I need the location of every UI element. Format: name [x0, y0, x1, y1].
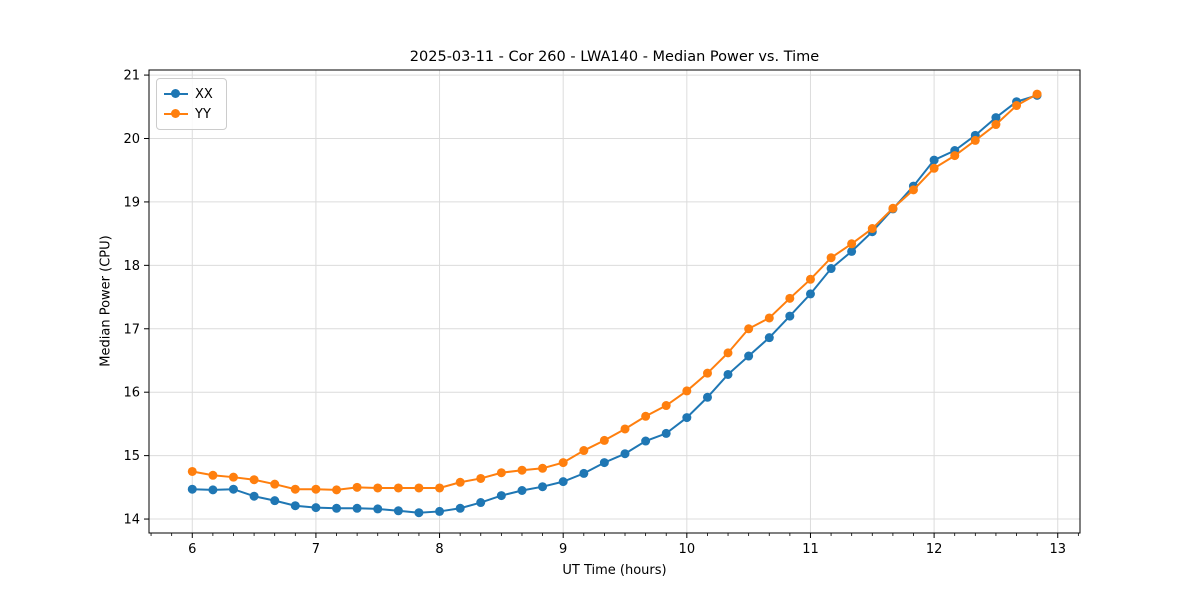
svg-text:15: 15	[123, 449, 140, 464]
x-axis-label: UT Time (hours)	[562, 563, 667, 578]
legend: XX YY	[156, 78, 227, 130]
svg-text:12: 12	[926, 542, 943, 557]
legend-label-yy: YY	[195, 106, 211, 122]
svg-text:13: 13	[1049, 542, 1066, 557]
svg-text:18: 18	[123, 259, 140, 274]
svg-text:6: 6	[188, 542, 196, 557]
legend-item-xx: XX	[164, 84, 218, 104]
y-axis-label: Median Power (CPU)	[98, 235, 114, 367]
svg-text:17: 17	[123, 322, 140, 337]
svg-text:10: 10	[679, 542, 696, 557]
svg-text:8: 8	[435, 542, 443, 557]
line-marker-swatch-yy	[164, 109, 188, 119]
svg-text:21: 21	[123, 69, 140, 84]
chart-title: 2025-03-11 - Cor 260 - LWA140 - Median P…	[409, 49, 820, 65]
legend-item-yy: YY	[164, 104, 218, 124]
svg-text:14: 14	[123, 513, 140, 528]
svg-text:16: 16	[123, 386, 140, 401]
svg-text:11: 11	[802, 542, 819, 557]
svg-text:7: 7	[312, 542, 320, 557]
svg-text:9: 9	[559, 542, 567, 557]
legend-label-xx: XX	[195, 86, 213, 102]
svg-text:20: 20	[123, 132, 140, 147]
line-marker-swatch-xx	[164, 89, 188, 99]
svg-text:19: 19	[123, 195, 140, 210]
